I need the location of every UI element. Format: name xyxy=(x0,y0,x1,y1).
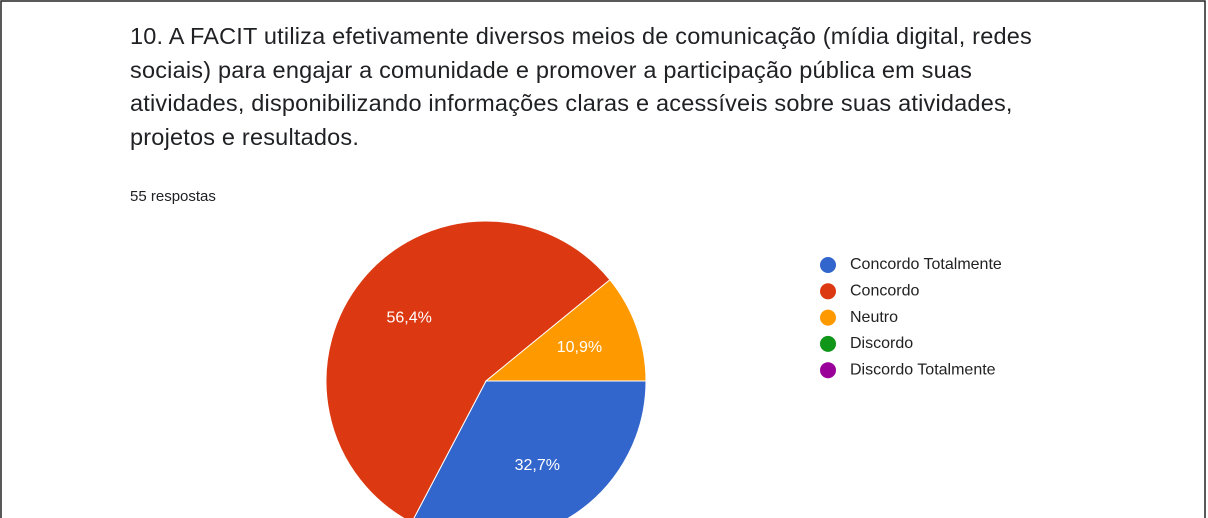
legend-label: Concordo xyxy=(850,283,919,300)
slice-label: 56,4% xyxy=(386,309,431,326)
pie-slice xyxy=(484,279,647,382)
chart-subtitle: 55 respostas xyxy=(130,188,216,205)
legend-swatch xyxy=(820,335,836,352)
legend-swatch xyxy=(820,257,836,273)
legend-label: Neutro xyxy=(850,309,898,326)
chart-title: 10. A FACIT utiliza efetivamente diverso… xyxy=(130,23,1032,150)
legend-label: Concordo Totalmente xyxy=(850,256,1002,273)
legend-swatch xyxy=(820,309,836,326)
legend-swatch xyxy=(820,362,836,379)
slice-label: 10,9% xyxy=(557,339,602,356)
pie-slice xyxy=(325,220,611,518)
legend-swatch xyxy=(820,283,836,300)
slice-label: 32,7% xyxy=(515,457,560,474)
legend-label: Discordo Totalmente xyxy=(850,361,996,378)
legend-label: Discordo xyxy=(850,335,913,352)
